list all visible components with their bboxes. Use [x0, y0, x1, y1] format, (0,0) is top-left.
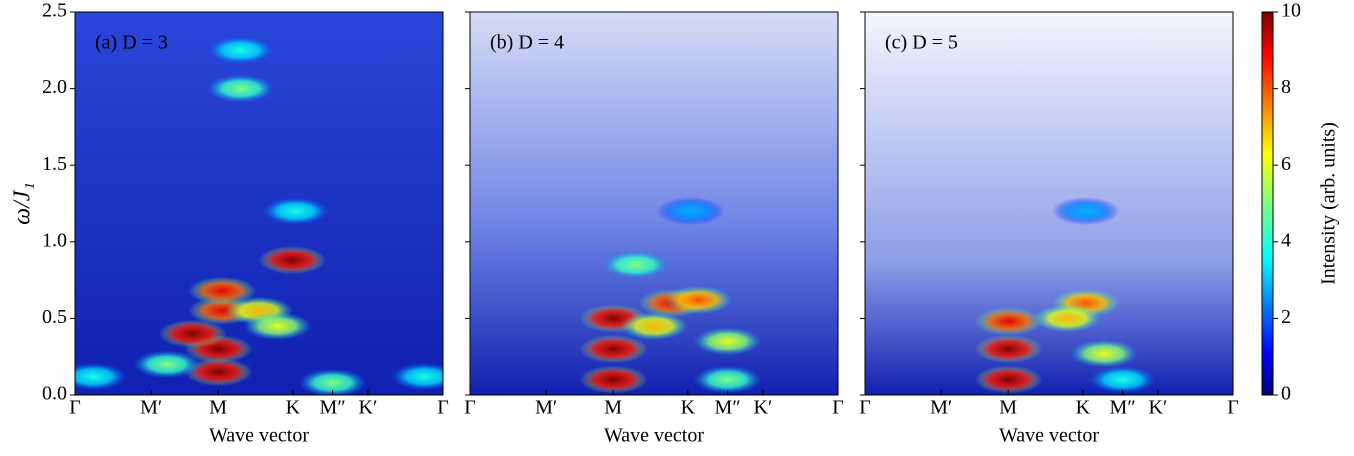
intensity-spot	[656, 197, 725, 226]
colorbar-label: Intensity (arb. units)	[1318, 122, 1340, 285]
x-tick-label: K′	[754, 397, 773, 419]
panel-background	[865, 12, 1233, 395]
x-tick-label: M″	[1110, 397, 1136, 419]
x-tick-label: Γ	[437, 397, 449, 419]
colorbar-tick-label: 4	[1281, 229, 1291, 251]
intensity-spot	[261, 197, 330, 226]
x-tick-label: M	[604, 397, 622, 419]
x-tick-label: M′	[930, 397, 952, 419]
y-axis-label: ω/J₁	[10, 182, 36, 225]
colorbar	[1261, 11, 1274, 396]
spots	[579, 197, 762, 394]
x-tick-label: Γ	[464, 397, 476, 419]
intensity-spot	[258, 246, 327, 275]
y-tick-label: 2.5	[42, 0, 67, 22]
panel-label: (a) D = 3	[95, 32, 168, 54]
colorbar-tick-label: 10	[1281, 0, 1301, 22]
intensity-spot	[188, 276, 257, 305]
y-tick-label: 0.5	[42, 306, 67, 328]
x-tick-label: M″	[320, 397, 346, 419]
x-tick-label: K′	[1149, 397, 1168, 419]
intensity-spot	[206, 36, 275, 65]
intensity-spot	[184, 358, 253, 387]
intensity-spot	[133, 350, 201, 379]
colorbar-tick-label: 6	[1281, 153, 1291, 175]
intensity-spot	[1051, 197, 1120, 226]
intensity-spot	[974, 307, 1043, 336]
y-tick-label: 2.0	[42, 76, 67, 98]
panel-label: (c) D = 5	[885, 32, 958, 54]
spots	[974, 197, 1157, 394]
intensity-spot	[1033, 304, 1102, 333]
x-tick-label: K	[286, 397, 301, 419]
x-tick-label: M	[999, 397, 1017, 419]
x-tick-label: M	[209, 397, 227, 419]
colorbar-tick-label: 2	[1281, 306, 1291, 328]
panel-label: (b) D = 4	[490, 32, 564, 54]
intensity-spot	[693, 365, 762, 394]
intensity-spot	[693, 327, 762, 356]
intensity-spot	[974, 365, 1043, 394]
intensity-spot	[974, 335, 1043, 364]
intensity-spot	[1088, 365, 1157, 394]
y-tick-label: 1.5	[42, 153, 67, 175]
y-tick-label: 1.0	[42, 229, 67, 251]
x-tick-label: Γ	[1227, 397, 1239, 419]
intensity-spot	[206, 74, 275, 103]
x-axis-label: Wave vector	[999, 425, 1099, 447]
x-tick-label: Γ	[832, 397, 844, 419]
intensity-spot	[601, 250, 670, 279]
x-axis-label: Wave vector	[604, 425, 704, 447]
x-tick-label: Γ	[69, 397, 81, 419]
intensity-spot	[664, 286, 733, 315]
x-tick-label: Γ	[859, 397, 871, 419]
panel-frame	[469, 11, 839, 396]
panel-frame	[74, 11, 444, 396]
x-axis-label: Wave vector	[209, 425, 309, 447]
intensity-spot	[243, 312, 312, 341]
x-tick-label: K	[1076, 397, 1091, 419]
panel-frame	[864, 11, 1234, 396]
intensity-spot	[158, 319, 227, 348]
intensity-spot	[579, 365, 648, 394]
colorbar-tick-label: 8	[1281, 76, 1291, 98]
x-tick-label: K	[681, 397, 696, 419]
intensity-spot	[75, 362, 128, 391]
intensity-spot	[1070, 339, 1139, 368]
intensity-spot	[298, 368, 367, 395]
spots	[75, 36, 443, 395]
y-tick-label: 0.0	[42, 383, 67, 405]
x-tick-label: M′	[140, 397, 162, 419]
x-tick-label: K′	[359, 397, 378, 419]
x-tick-label: M″	[715, 397, 741, 419]
intensity-spot	[579, 335, 648, 364]
intensity-spot	[390, 362, 443, 391]
intensity-spot	[620, 312, 688, 341]
x-tick-label: M′	[535, 397, 557, 419]
colorbar-tick-label: 0	[1281, 383, 1291, 405]
